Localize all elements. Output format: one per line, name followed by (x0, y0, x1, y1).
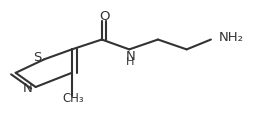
Text: H: H (126, 57, 135, 67)
Text: N: N (23, 82, 33, 95)
Text: O: O (99, 10, 109, 23)
Text: S: S (33, 51, 41, 64)
Text: NH₂: NH₂ (219, 31, 244, 44)
Text: N: N (126, 50, 135, 63)
Text: CH₃: CH₃ (62, 92, 84, 105)
